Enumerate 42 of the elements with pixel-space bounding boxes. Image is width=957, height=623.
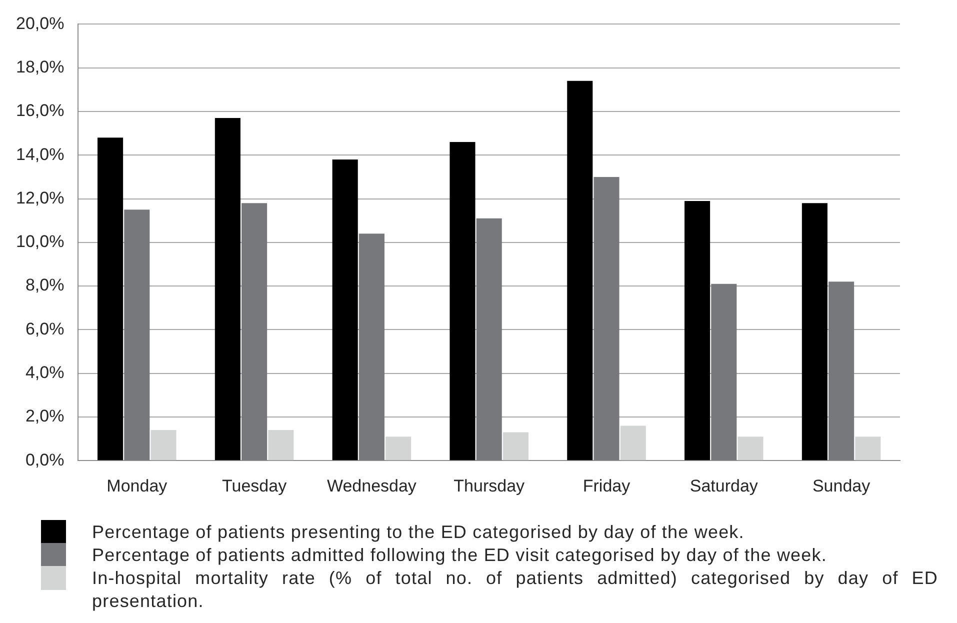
bar <box>214 118 240 460</box>
legend-label: Percentage of patients presenting to the ED categorised by day of the week. <box>92 521 746 544</box>
y-tick-label: 2,0% <box>25 406 64 426</box>
bar <box>268 430 294 460</box>
bar <box>567 80 593 460</box>
y-tick-label: 20,0% <box>16 14 64 33</box>
legend-label: In-hospital mortality rate (% of total no. of patients admitted) categorised by day of ED presentation. <box>92 567 938 613</box>
x-tick-label: Tuesday <box>222 476 288 496</box>
bar <box>855 436 881 460</box>
bar <box>242 203 268 460</box>
bar <box>150 430 176 460</box>
x-tick-label: Monday <box>106 476 168 496</box>
x-tick-label: Thursday <box>454 476 526 496</box>
bar <box>332 159 358 460</box>
legend-label: Percentage of patients admitted following the ED visit categorised by day of the week. <box>92 544 828 567</box>
bar <box>711 284 737 460</box>
y-tick-label: 8,0% <box>25 276 64 295</box>
x-tick-label: Saturday <box>690 476 758 496</box>
x-tick-label: Sunday <box>812 476 871 496</box>
y-tick-label: 4,0% <box>25 363 64 382</box>
bar <box>738 436 764 460</box>
bar <box>502 432 528 460</box>
bar <box>828 282 854 460</box>
y-tick-label: 10,0% <box>16 232 64 252</box>
bar <box>450 142 476 460</box>
bar <box>620 426 646 460</box>
y-tick-label: 6,0% <box>25 319 64 338</box>
bar <box>476 218 502 460</box>
bar <box>124 210 150 460</box>
bar <box>684 200 710 460</box>
x-tick-label: Friday <box>582 476 631 496</box>
bar <box>802 203 828 460</box>
x-tick-label: Wednesday <box>326 476 417 496</box>
bar <box>594 176 620 460</box>
bar <box>358 234 384 460</box>
y-tick-label: 0,0% <box>25 450 64 470</box>
y-tick-label: 16,0% <box>16 101 64 120</box>
y-tick-label: 12,0% <box>16 188 64 208</box>
bar <box>98 138 124 460</box>
y-tick-label: 14,0% <box>16 144 64 164</box>
bar <box>386 436 412 460</box>
y-tick-label: 18,0% <box>16 58 64 77</box>
